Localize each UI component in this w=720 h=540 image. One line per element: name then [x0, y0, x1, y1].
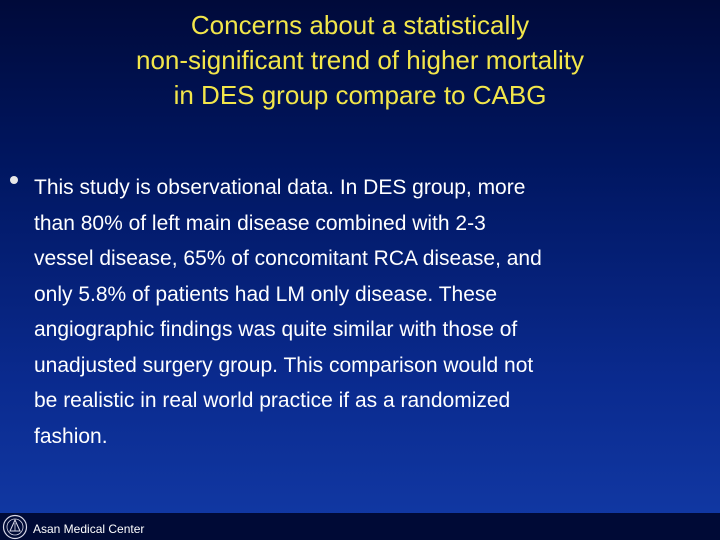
- body-line: than 80% of left main disease combined w…: [34, 211, 486, 235]
- title-line-3: in DES group compare to CABG: [173, 80, 547, 110]
- body-line: angiographic findings was quite similar …: [34, 318, 518, 341]
- bullet-dot-icon: [10, 176, 18, 184]
- title-line-2: non-significant trend of higher mortalit…: [135, 45, 584, 75]
- title-line-1: Concerns about a statistically: [190, 10, 530, 40]
- body-line: fashion.: [34, 424, 108, 448]
- footer-org-name: Asan Medical Center: [33, 522, 145, 536]
- footer-bar: [0, 513, 720, 540]
- body-line: This study is observational data. In DES…: [34, 176, 526, 199]
- body-line: be realistic in real world practice if a…: [34, 389, 511, 412]
- slide-title: Concerns about a statistically non-signi…: [40, 8, 680, 113]
- body-line: unadjusted surgery group. This compariso…: [34, 353, 534, 377]
- body-line: vessel disease, 65% of concomitant RCA d…: [34, 247, 542, 270]
- asan-medical-center-logo-icon: [2, 514, 28, 540]
- body-line: only 5.8% of patients had LM only diseas…: [34, 282, 498, 306]
- bullet-paragraph: This study is observational data. In DES…: [34, 170, 718, 454]
